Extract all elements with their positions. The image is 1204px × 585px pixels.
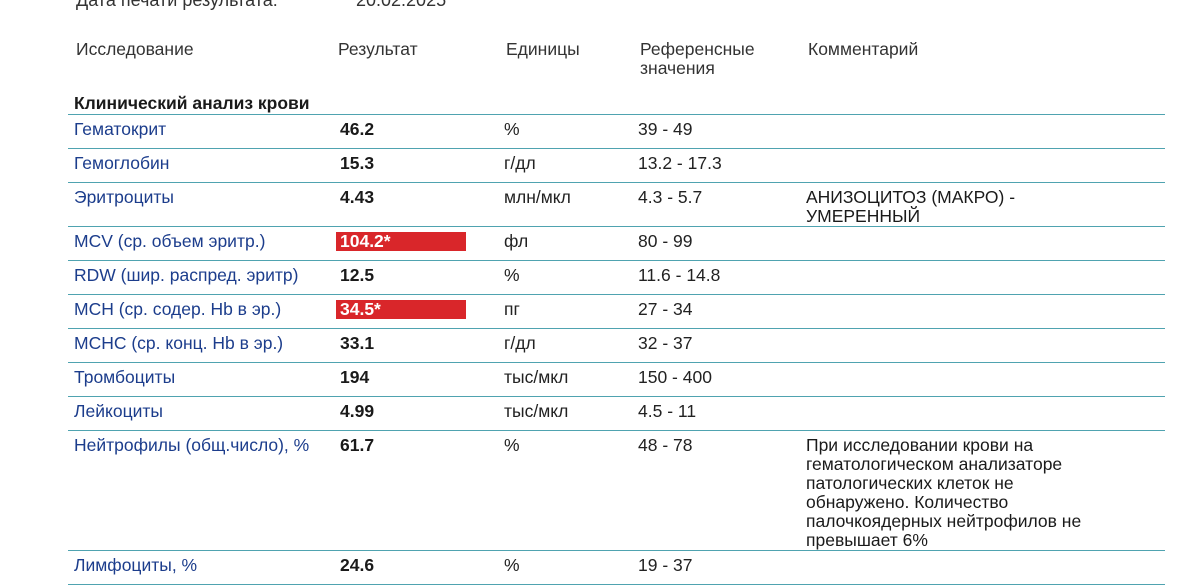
test-name: Тромбоциты bbox=[68, 362, 330, 397]
comment-cell: При исследовании крови на гематологическ… bbox=[800, 430, 1165, 551]
result-row: RDW (шир. распред. эритр) 12.5% 11.6 - 14.… bbox=[68, 260, 1165, 295]
result-row: Эритроциты 4.43 млн/мкл 4.3 - 5.7 АНИЗОЦИТОЗ… bbox=[68, 182, 1165, 227]
column-header: Референсные значения bbox=[640, 39, 755, 78]
result-row: Гемоглобин 15.3 г/дл 13.2 - 17.3 bbox=[68, 148, 1165, 183]
print-label: Дата печати результата: bbox=[76, 0, 278, 10]
test-name: MCH (ср. содер. Hb в эр.) bbox=[68, 294, 330, 329]
result: 46.2 bbox=[340, 119, 375, 139]
column-header: Результат bbox=[338, 39, 418, 59]
reference: 11.6 - 14.8 bbox=[632, 260, 800, 295]
result-row: Лейкоциты 4.99 тыс/мкл 4.5 - 11 bbox=[68, 396, 1165, 431]
units: % bbox=[498, 430, 632, 551]
result-cell: 4.99 bbox=[330, 396, 498, 431]
reference: 32 - 37 bbox=[632, 328, 800, 363]
units: г/дл bbox=[498, 328, 632, 363]
comment-cell bbox=[800, 396, 1165, 431]
comment-cell bbox=[800, 294, 1165, 329]
header-row: Исследование Результат Единицы Референсные … bbox=[68, 38, 1165, 86]
units: пг bbox=[498, 294, 632, 329]
column-header: Единицы bbox=[506, 39, 580, 59]
reference: 4.3 - 5.7 bbox=[632, 182, 800, 227]
section-title: Клинический анализ крови bbox=[68, 86, 1165, 115]
flagged-result: 34.5* bbox=[336, 300, 466, 319]
result-cell: 194 bbox=[330, 362, 498, 397]
result-row: Лимфоциты, % 24.6% 19 - 37 bbox=[68, 550, 1165, 585]
results-table: Исследование Результат Единицы Референсные … bbox=[68, 38, 1165, 585]
units: млн/мкл bbox=[498, 182, 632, 227]
comment-cell bbox=[800, 328, 1165, 363]
reference: 150 - 400 bbox=[632, 362, 800, 397]
result: 4.43 bbox=[340, 187, 375, 207]
result-cell: 24.6 bbox=[330, 550, 498, 585]
result: 4.99 bbox=[340, 401, 375, 421]
test-name: Нейтрофилы (общ.число), % bbox=[68, 430, 330, 551]
comment-cell bbox=[800, 550, 1165, 585]
result-cell: 104.2* bbox=[330, 226, 498, 261]
reference: 39 - 49 bbox=[632, 114, 800, 149]
test-name: MCV (ср. объем эритр.) bbox=[68, 226, 330, 261]
print-date: 20.02.2025 bbox=[356, 0, 447, 10]
test-name: Эритроциты bbox=[68, 182, 330, 227]
units: % bbox=[498, 114, 632, 149]
result-cell: 34.5* bbox=[330, 294, 498, 329]
reference: 19 - 37 bbox=[632, 550, 800, 585]
comment-cell bbox=[800, 260, 1165, 295]
reference: 48 - 78 bbox=[632, 430, 800, 551]
units: г/дл bbox=[498, 148, 632, 183]
reference: 13.2 - 17.3 bbox=[632, 148, 800, 183]
comment: АНИЗОЦИТОЗ (МАКРО) - УМЕРЕННЫЙ bbox=[806, 187, 1016, 226]
result: 15.3 bbox=[340, 153, 375, 173]
column-header: Исследование bbox=[76, 39, 194, 59]
test-name: RDW (шир. распред. эритр) bbox=[68, 260, 330, 295]
test-name: Лимфоциты, % bbox=[68, 550, 330, 585]
result-row: Гематокрит 46.2% 39 - 49 bbox=[68, 114, 1165, 149]
result: 194 bbox=[340, 367, 370, 387]
flagged-result: 104.2* bbox=[336, 232, 466, 251]
units: фл bbox=[498, 226, 632, 261]
result: 61.7 bbox=[340, 435, 375, 455]
result-cell: 61.7 bbox=[330, 430, 498, 551]
result-row: MCHC (ср. конц. Hb в эр.) 33.1 г/дл 32 - 37 bbox=[68, 328, 1165, 363]
comment: При исследовании крови на гематологическ… bbox=[806, 435, 1082, 550]
result-cell: 33.1 bbox=[330, 328, 498, 363]
test-name: Лейкоциты bbox=[68, 396, 330, 431]
result-cell: 12.5 bbox=[330, 260, 498, 295]
result-row: Тромбоциты 194 тыс/мкл 150 - 400 bbox=[68, 362, 1165, 397]
result: 33.1 bbox=[340, 333, 375, 353]
units: тыс/мкл bbox=[498, 362, 632, 397]
test-name: MCHC (ср. конц. Hb в эр.) bbox=[68, 328, 330, 363]
result-cell: 4.43 bbox=[330, 182, 498, 227]
units: % bbox=[498, 550, 632, 585]
section-row: Клинический анализ крови bbox=[68, 86, 1165, 115]
comment-cell bbox=[800, 362, 1165, 397]
result-cell: 46.2 bbox=[330, 114, 498, 149]
test-name: Гематокрит bbox=[68, 114, 330, 149]
result: 24.6 bbox=[340, 555, 375, 575]
reference: 4.5 - 11 bbox=[632, 396, 800, 431]
page: Дата печати результата: 20.02.2025 Иссле… bbox=[68, 0, 1165, 585]
comment-cell: АНИЗОЦИТОЗ (МАКРО) - УМЕРЕННЫЙ bbox=[800, 182, 1165, 227]
result-row: MCH (ср. содер. Hb в эр.) 34.5* пг 27 - 34 bbox=[68, 294, 1165, 329]
comment-cell bbox=[800, 226, 1165, 261]
result-row: Нейтрофилы (общ.число), % 61.7% 48 - 78 При… bbox=[68, 430, 1165, 551]
test-name: Гемоглобин bbox=[68, 148, 330, 183]
reference: 27 - 34 bbox=[632, 294, 800, 329]
comment-cell bbox=[800, 114, 1165, 149]
column-header: Комментарий bbox=[808, 39, 919, 59]
result: 12.5 bbox=[340, 265, 375, 285]
result-cell: 15.3 bbox=[330, 148, 498, 183]
table-body: Клинический анализ крови Гематокрит 46.2% 3… bbox=[68, 86, 1165, 585]
units: тыс/мкл bbox=[498, 396, 632, 431]
result-row: MCV (ср. объем эритр.) 104.2* фл 80 - 99 bbox=[68, 226, 1165, 261]
reference: 80 - 99 bbox=[632, 226, 800, 261]
comment-cell bbox=[800, 148, 1165, 183]
units: % bbox=[498, 260, 632, 295]
